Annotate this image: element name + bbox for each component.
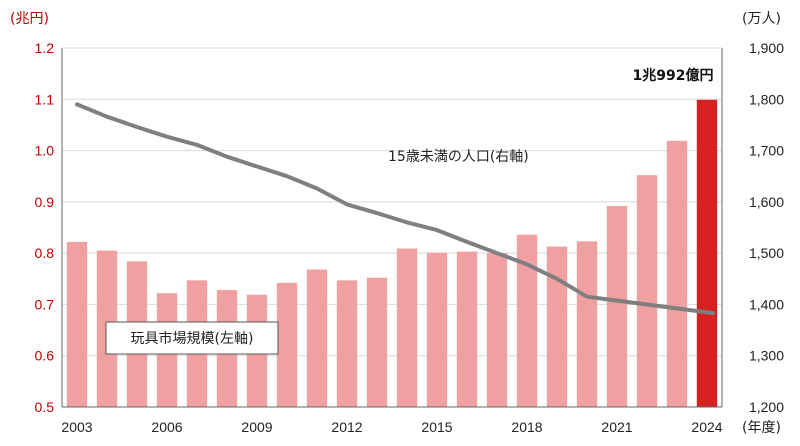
axes bbox=[61, 48, 723, 408]
bar-2022 bbox=[636, 175, 658, 407]
bar-2020 bbox=[576, 241, 598, 407]
bar-2015 bbox=[426, 252, 448, 407]
bar-2012 bbox=[336, 280, 358, 407]
bar-series-label: 玩具市場規模(左軸) bbox=[131, 330, 254, 347]
bar-2023 bbox=[666, 140, 688, 407]
x-tick-label: 2012 bbox=[331, 419, 362, 435]
bar-2018 bbox=[516, 234, 538, 407]
left-axis-unit: (兆円) bbox=[10, 11, 49, 27]
x-tick-label: 2006 bbox=[151, 419, 182, 435]
x-tick-label: 2003 bbox=[61, 419, 92, 435]
bar-2011 bbox=[306, 269, 328, 407]
bar-2014 bbox=[396, 248, 418, 407]
right-tick-label: 1,200 bbox=[749, 399, 784, 415]
population-line bbox=[75, 102, 715, 316]
left-tick-label: 0.7 bbox=[35, 296, 55, 312]
right-tick-label: 1,700 bbox=[749, 143, 784, 159]
x-tick-label: 2021 bbox=[601, 419, 632, 435]
bar-2003 bbox=[66, 241, 88, 407]
left-tick-label: 0.9 bbox=[35, 194, 55, 210]
x-tick-label: 2009 bbox=[241, 419, 272, 435]
right-tick-label: 1,600 bbox=[749, 194, 784, 210]
right-axis-unit: (万人) bbox=[742, 11, 781, 27]
x-tick-label: 2015 bbox=[421, 419, 452, 435]
left-tick-label: 0.6 bbox=[35, 348, 55, 364]
x-tick-label: 2018 bbox=[511, 419, 542, 435]
right-tick-label: 1,500 bbox=[749, 245, 784, 261]
bar-2017 bbox=[486, 253, 508, 407]
tick-labels: 0.5 0.6 0.7 0.8 0.9 1.0 1.1 1.2 1,200 1,300 1,400 1… bbox=[35, 40, 785, 435]
left-tick-label: 0.8 bbox=[35, 245, 55, 261]
x-axis-unit: (年度) bbox=[742, 420, 781, 436]
left-tick-label: 1.0 bbox=[35, 143, 55, 159]
bar-2024 bbox=[696, 99, 718, 407]
bar-2019 bbox=[546, 246, 568, 407]
line-series bbox=[75, 102, 715, 316]
right-tick-label: 1,900 bbox=[749, 40, 784, 56]
right-tick-label: 1,300 bbox=[749, 348, 784, 364]
bar-2016 bbox=[456, 251, 478, 407]
line-series-label: 15歳未満の人口(右軸) bbox=[388, 149, 529, 165]
bar-series-label-box bbox=[105, 321, 279, 355]
bar-2013 bbox=[366, 277, 388, 407]
left-tick-label: 1.2 bbox=[35, 40, 55, 56]
x-tick-label: 2024 bbox=[691, 419, 722, 435]
left-tick-label: 0.5 bbox=[35, 399, 55, 415]
right-tick-label: 1,400 bbox=[749, 296, 784, 312]
right-tick-label: 1,800 bbox=[749, 91, 784, 107]
bar-2021 bbox=[606, 205, 628, 407]
bar-2010 bbox=[276, 282, 298, 407]
highlight-value-label: 1兆992億円 bbox=[633, 67, 714, 84]
left-tick-label: 1.1 bbox=[35, 91, 55, 107]
